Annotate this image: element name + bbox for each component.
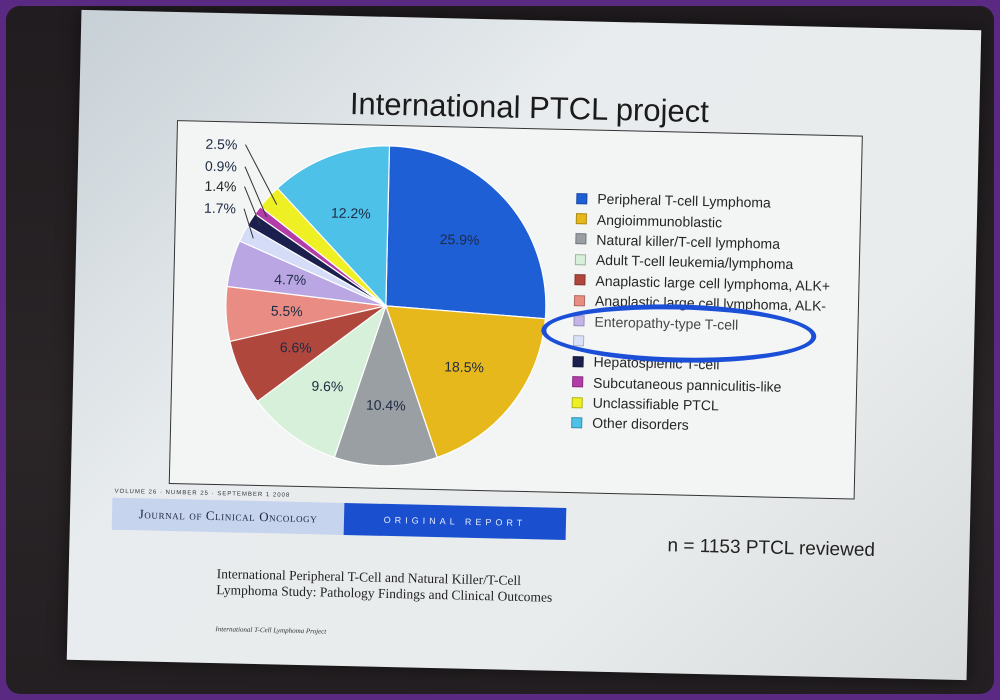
pie-slice-other-disorders xyxy=(276,145,391,308)
pie-slice-peripheral-t-cell-lymphoma xyxy=(385,145,547,320)
paper-author: International T-Cell Lymphoma Project xyxy=(215,625,327,636)
slice-label-other-disorders: 12.2% xyxy=(331,205,371,222)
legend-label: Angioimmunoblastic xyxy=(596,211,723,231)
legend-swatch xyxy=(572,376,584,388)
slice-label-hepatosplenic-t-cell: 1.4% xyxy=(204,178,236,195)
slice-label-unclassifiable-ptcl: 2.5% xyxy=(205,136,237,153)
legend-swatch xyxy=(576,192,588,205)
slice-label-adult-t-cell-leukemia-lymphoma: 9.6% xyxy=(311,378,343,395)
slice-label-primary-cutaneous-alcl: 1.7% xyxy=(204,200,236,217)
slice-label-peripheral-t-cell-lymphoma: 25.9% xyxy=(440,231,480,248)
sample-size-note: n = 1153 PTCL reviewed xyxy=(667,535,876,562)
legend-swatch xyxy=(571,417,583,429)
legend-label: Other disorders xyxy=(592,415,689,434)
legend-label: Unclassifiable PTCL xyxy=(592,394,719,414)
legend-label: Peripheral T-cell Lymphoma xyxy=(597,190,772,211)
legend-label: Adult T-cell leukemia/lymphoma xyxy=(595,251,794,273)
presentation-slide: International PTCL project 25.9% 18.5% 10.… xyxy=(66,9,982,681)
pie-slice-natural-killer-t-cell-lymphoma xyxy=(333,303,438,467)
projector-frame: International PTCL project 25.9% 18.5% 10.… xyxy=(6,6,994,694)
paper-title: International Peripheral T-Cell and Natu… xyxy=(216,566,553,605)
leader-line-primary-cutaneous-alcl xyxy=(243,208,254,239)
slice-label-subcutaneous-panniculitis-like: 0.9% xyxy=(205,158,237,175)
pie-slice-angioimmunoblastic xyxy=(384,305,546,459)
pie-slice-adult-t-cell-leukemia-lymphoma xyxy=(256,304,388,459)
leader-line-hepatosplenic-t-cell xyxy=(244,186,261,226)
leader-line-unclassifiable-ptcl xyxy=(245,144,278,205)
legend-swatch xyxy=(575,213,588,225)
pie-chart: 25.9% 18.5% 10.4% 9.6% 6.6% 5.5% 4.7% 1.7% 1.4% 0… xyxy=(204,136,547,467)
legend-label: Subcutaneous panniculitis-like xyxy=(592,374,782,395)
original-report-banner: ORIGINAL REPORT xyxy=(343,502,567,540)
legend-swatch xyxy=(574,253,587,266)
slice-label-natural-killer-t-cell-lymphoma: 10.4% xyxy=(366,397,406,414)
slice-label-enteropathy-type-t-cell: 4.7% xyxy=(274,271,306,288)
legend-label: Natural killer/T-cell lymphoma xyxy=(596,231,781,252)
slice-label-anaplastic-large-cell-lymphoma-alk: 6.6% xyxy=(280,339,312,356)
leader-line-subcutaneous-panniculitis-like xyxy=(244,166,267,218)
journal-name-banner: Journal of Clinical Oncology xyxy=(111,497,345,535)
slice-label-anaplastic-large-cell-lymphoma-alk: 5.5% xyxy=(271,303,303,320)
legend-swatch xyxy=(574,274,586,286)
slice-label-angioimmunoblastic: 18.5% xyxy=(444,358,484,375)
legend-swatch xyxy=(573,294,586,307)
legend-swatch xyxy=(575,233,587,245)
journal-issue-line: VOLUME 26 · NUMBER 25 · SEPTEMBER 1 2008 xyxy=(114,488,291,499)
pie-chart-panel: 25.9% 18.5% 10.4% 9.6% 6.6% 5.5% 4.7% 1.7% 1.4% 0… xyxy=(168,120,863,500)
legend-swatch xyxy=(571,396,583,408)
legend-swatch xyxy=(572,355,584,368)
